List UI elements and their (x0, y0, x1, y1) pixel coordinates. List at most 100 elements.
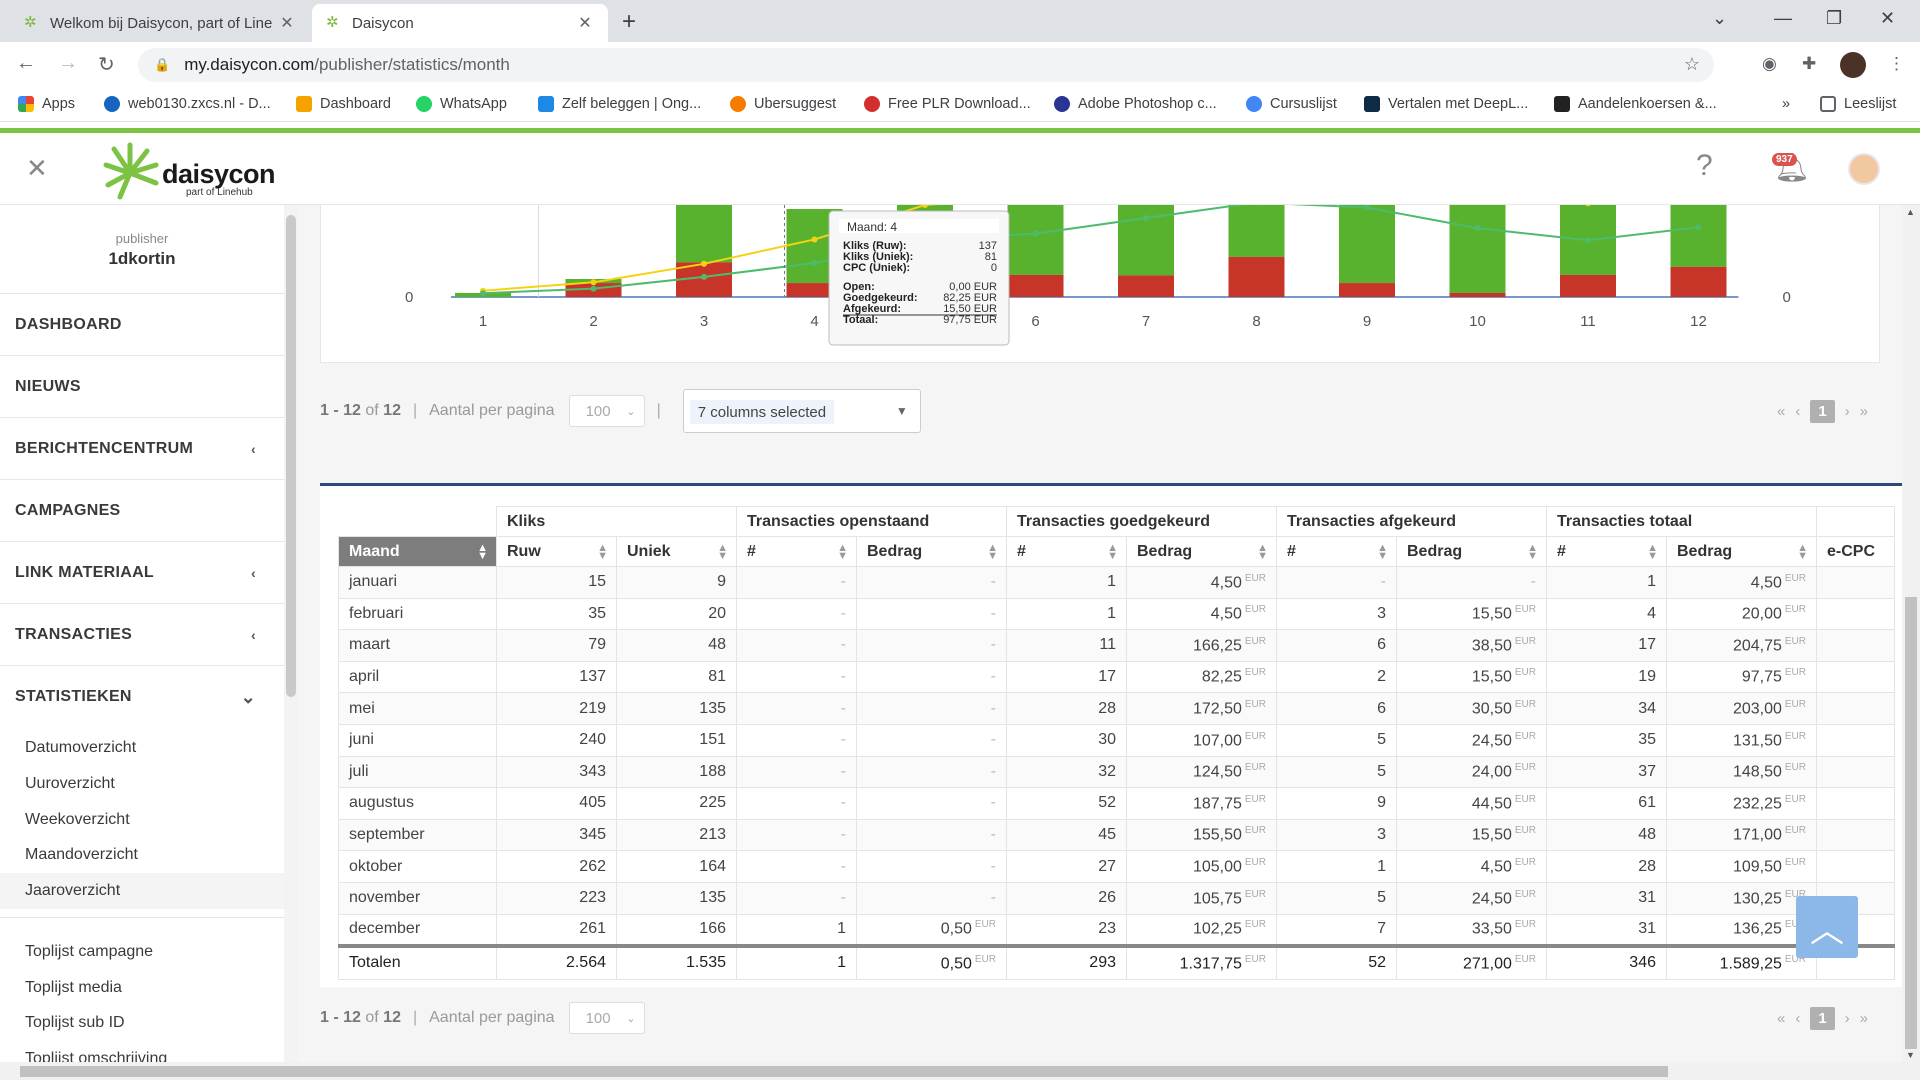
current-page[interactable]: 1 (1810, 1006, 1835, 1030)
first-page-link[interactable]: « (1776, 1009, 1786, 1027)
column-header-goedgekeurd-count[interactable]: # ▲ ▼ (1006, 536, 1127, 567)
subnav-maandoverzicht[interactable]: Maandoverzicht (25, 846, 138, 863)
last-page-link[interactable]: » (1859, 1009, 1868, 1027)
sidebar-scrollbar[interactable] (284, 205, 298, 1080)
nav-transacties[interactable]: TRANSACTIES ‹ (0, 604, 284, 666)
close-menu-icon[interactable]: ✕ (26, 153, 48, 183)
tab-search-icon[interactable]: ⌄ (1712, 8, 1728, 28)
window-close-icon[interactable]: ✕ (1880, 8, 1896, 28)
per-page-select[interactable]: 100 ⌄ (568, 395, 645, 427)
cell-ruw: 261 (496, 913, 617, 947)
nav-nieuws[interactable]: NIEUWS (0, 356, 284, 418)
reading-list-button[interactable]: Leeslijst (1820, 96, 1896, 112)
cell-maand: september (338, 818, 497, 852)
column-header-openstaand-bedrag[interactable]: Bedrag ▲ ▼ (856, 536, 1007, 567)
column-header-ecpc[interactable]: e-CPC (1816, 536, 1895, 567)
url-bar[interactable]: 🔒 my.daisycon.com/publisher/statistics/m… (138, 48, 1714, 82)
bookmark-item[interactable]: Zelf beleggen | Ong... (538, 96, 701, 112)
bookmark-item[interactable]: Ubersuggest (730, 96, 836, 112)
amount: 102,25 (1192, 920, 1242, 938)
nav-link-materiaal[interactable]: LINK MATERIAAL ‹ (0, 542, 284, 604)
page-scrollbar[interactable]: ▲ ▼ (1902, 205, 1920, 1062)
profile-avatar[interactable] (1840, 52, 1866, 78)
point-kliks-ruw (811, 236, 818, 243)
sidebar-scroll-thumb[interactable] (286, 215, 296, 697)
nav-berichtencentrum[interactable]: BERICHTENCENTRUM ‹ (0, 418, 284, 480)
totals-afgekeurd-count: 52 (1276, 943, 1397, 981)
next-page-link[interactable]: › (1844, 402, 1850, 420)
back-icon[interactable]: ← (16, 52, 36, 74)
sort-icon: ▲ ▼ (1527, 542, 1538, 562)
horizontal-scrollbar[interactable] (0, 1062, 1920, 1080)
scroll-down-icon[interactable]: ▼ (1906, 1050, 1915, 1060)
bookmark-item[interactable]: Free PLR Download... (864, 96, 1031, 112)
bookmark-item[interactable]: Adobe Photoshop c... (1054, 96, 1217, 112)
reload-icon[interactable]: ↻ (98, 54, 115, 76)
cell-a-b: 24,50 EUR (1396, 723, 1547, 757)
per-page-select[interactable]: 100 ⌄ (568, 1002, 645, 1034)
help-icon[interactable]: ? (1696, 149, 1713, 182)
column-header-uniek[interactable]: Uniek ▲ ▼ (616, 536, 737, 567)
extension-eab-icon[interactable]: ◉ (1762, 54, 1777, 73)
bookmark-star-icon[interactable]: ☆ (1683, 54, 1700, 74)
bookmark-item[interactable]: web0130.zxcs.nl - D... (104, 96, 271, 112)
subnav-toplijst-media[interactable]: Toplijst media (25, 979, 122, 996)
minimize-icon[interactable]: — (1774, 8, 1792, 28)
first-page-link[interactable]: « (1776, 402, 1786, 420)
user-avatar[interactable] (1848, 153, 1880, 185)
bookmark-label: Dashboard (320, 96, 391, 112)
column-header-afgekeurd-bedrag[interactable]: Bedrag ▲ ▼ (1396, 536, 1547, 567)
bookmark-item[interactable]: Aandelenkoersen &... (1554, 96, 1717, 112)
page-scroll-thumb[interactable] (1905, 597, 1917, 1049)
scroll-up-icon[interactable]: ▲ (1906, 207, 1915, 217)
bookmark-apps[interactable]: Apps (18, 96, 75, 112)
scroll-to-top-button[interactable]: ︿ (1796, 896, 1858, 958)
browser-tab-welkom[interactable]: ✲ Welkom bij Daisycon, part of Line ✕ (10, 4, 310, 42)
prev-page-link[interactable]: ‹ (1795, 1009, 1801, 1027)
nav-campagnes[interactable]: CAMPAGNES (0, 480, 284, 542)
amount: 124,50 (1192, 763, 1242, 781)
cell-ecpc (1816, 660, 1895, 694)
chrome-menu-icon[interactable]: ⋮ (1888, 54, 1905, 73)
lock-icon: 🔒 (154, 57, 171, 72)
subnav-jaaroverzicht[interactable]: Jaaroverzicht (0, 873, 284, 909)
next-page-link[interactable]: › (1844, 1009, 1850, 1027)
currency: EUR (1244, 604, 1266, 616)
subnav-toplijst-campagne[interactable]: Toplijst campagne (25, 943, 154, 960)
daisycon-logo[interactable]: daisycon part of Linehub (102, 141, 276, 200)
separator: | (412, 402, 418, 419)
close-tab-icon[interactable]: ✕ (578, 15, 592, 32)
close-tab-icon[interactable]: ✕ (280, 15, 294, 32)
subnav-datumoverzicht[interactable]: Datumoverzicht (25, 739, 137, 756)
more-bookmarks-button[interactable]: » (1782, 96, 1791, 112)
bookmark-item[interactable]: Dashboard (296, 96, 391, 112)
last-page-link[interactable]: » (1859, 402, 1868, 420)
column-header-ruw[interactable]: Ruw ▲ ▼ (496, 536, 617, 567)
subnav-toplijst-subid[interactable]: Toplijst sub ID (25, 1014, 125, 1031)
bookmark-item[interactable]: Vertalen met DeepL... (1364, 96, 1528, 112)
column-header-totaal-count[interactable]: # ▲ ▼ (1546, 536, 1667, 567)
cell-a-b: 15,50 EUR (1396, 818, 1547, 852)
column-header-totaal-bedrag[interactable]: Bedrag ▲ ▼ (1666, 536, 1817, 567)
maximize-icon[interactable]: ❐ (1826, 8, 1843, 28)
subnav-weekoverzicht[interactable]: Weekoverzicht (25, 811, 130, 828)
browser-tab-daisycon[interactable]: ✲ Daisycon ✕ (312, 4, 608, 42)
extensions-puzzle-icon[interactable]: ✚ (1802, 54, 1817, 73)
prev-page-link[interactable]: ‹ (1795, 402, 1801, 420)
column-header-openstaand-count[interactable]: # ▲ ▼ (736, 536, 857, 567)
nav-dashboard[interactable]: DASHBOARD (0, 294, 284, 356)
forward-icon[interactable]: → (58, 52, 78, 74)
column-header-afgekeurd-count[interactable]: # ▲ ▼ (1276, 536, 1397, 567)
horizontal-scroll-thumb[interactable] (20, 1066, 1668, 1077)
bookmark-item[interactable]: Cursuslijst (1246, 96, 1337, 112)
subnav-uuroverzicht[interactable]: Uuroverzicht (25, 775, 115, 792)
x-tick-label: 8 (1252, 313, 1260, 330)
nav-statistieken[interactable]: STATISTIEKEN ⌄ (0, 666, 284, 728)
cell-a-b: 15,50 EUR (1396, 660, 1547, 694)
new-tab-icon[interactable]: + (622, 8, 637, 35)
column-header-goedgekeurd-bedrag[interactable]: Bedrag ▲ ▼ (1126, 536, 1277, 567)
column-header-maand[interactable]: Maand ▲ ▼ (338, 536, 497, 567)
current-page[interactable]: 1 (1810, 399, 1835, 423)
bookmark-item[interactable]: WhatsApp (416, 96, 507, 112)
columns-select[interactable]: 7 columns selected ▼ (682, 389, 921, 433)
